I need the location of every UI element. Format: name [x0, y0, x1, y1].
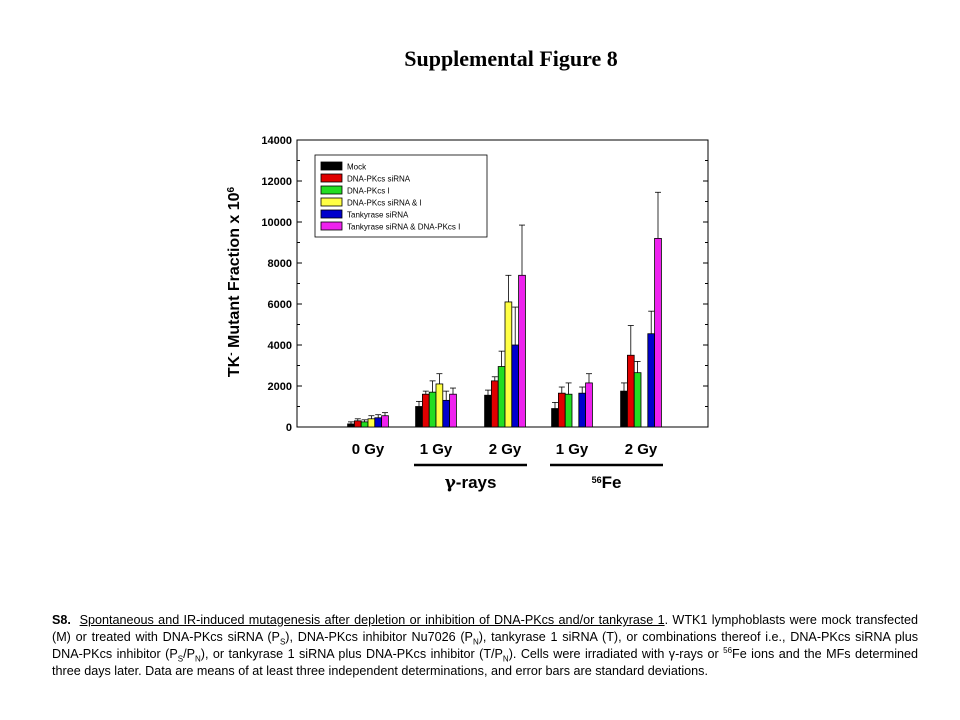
bar: [585, 382, 593, 428]
bar: [347, 423, 355, 428]
bar: [654, 237, 662, 428]
bar: [627, 354, 635, 428]
y-axis-label: TK- Mutant Fraction x 106: [226, 186, 244, 377]
legend-label: Tankyrase siRNA & DNA-PKcs I: [347, 223, 460, 232]
group-label: 56Fe: [592, 473, 622, 492]
bar: [435, 383, 444, 428]
figure-caption: S8. Spontaneous and IR-induced mutagenes…: [52, 612, 918, 680]
bar: [449, 393, 457, 428]
y-tick-label: 12000: [261, 176, 292, 188]
bar: [551, 408, 559, 428]
caption-sup-56: 56: [723, 645, 733, 655]
caption-sub-1: S: [279, 637, 286, 647]
caption-text-3: ), tankyrase 1 siRNA (T), or combination…: [52, 630, 918, 661]
bar: [415, 406, 423, 428]
bar: [374, 417, 382, 428]
legend-swatch: [320, 161, 343, 171]
caption-text-5: ), or tankyrase 1 siRNA plus DNA-PKcs in…: [200, 647, 503, 661]
bar: [633, 372, 642, 428]
caption-sub-5: N: [502, 654, 509, 664]
legend-label: DNA-PKcs siRNA: [347, 175, 411, 184]
caption-underlined: Spontaneous and IR-induced mutagenesis a…: [79, 613, 665, 627]
y-tick-label: 2000: [268, 381, 292, 393]
x-category-label: 1 Gy: [420, 441, 453, 458]
bar: [484, 394, 492, 428]
legend-swatch: [320, 185, 343, 195]
caption-text-6: ). Cells were irradiated with: [508, 647, 669, 661]
caption-text-1: . WTK1 lymphoblasts were mock transfecte…: [52, 613, 918, 644]
caption-sub-2: N: [472, 637, 479, 647]
x-category-label: 2 Gy: [489, 441, 522, 458]
bar: [504, 301, 513, 428]
bar: [353, 420, 362, 428]
bar: [564, 393, 573, 428]
bar: [360, 421, 369, 428]
caption-text-4: /P: [183, 647, 195, 661]
group-label: γ-rays: [445, 473, 497, 493]
y-axis-label-super: -: [226, 352, 237, 355]
caption-sub-4: N: [195, 654, 201, 664]
y-tick-label: 14000: [261, 135, 292, 147]
caption-text-7: -rays or: [675, 647, 724, 661]
y-axis-label-main: TK: [226, 355, 243, 377]
legend-label: Mock: [347, 163, 367, 172]
bar: [421, 393, 430, 428]
legend-swatch: [320, 221, 343, 231]
y-tick-label: 4000: [268, 340, 292, 352]
legend-swatch: [320, 173, 343, 183]
y-tick-label: 8000: [268, 258, 292, 270]
figure-title: Supplemental Figure 8: [404, 46, 618, 71]
bar: [442, 399, 450, 428]
bar: [511, 344, 519, 428]
legend-swatch: [320, 209, 343, 219]
bar: [518, 274, 526, 428]
y-tick-label: 0: [286, 422, 292, 434]
legend-swatch: [320, 197, 343, 207]
bar: [620, 390, 628, 428]
x-category-label: 2 Gy: [625, 441, 658, 458]
caption-text-8: Fe ions and the MFs determined three day…: [52, 647, 919, 678]
y-axis-label-rest: Mutant Fraction x 10: [226, 192, 243, 352]
caption-sub-3: S: [177, 654, 184, 664]
bar: [367, 418, 376, 428]
bar-chart: 0 2000 4000 6000 8000 10000 12000 14000 0 Gy 1 Gy…: [226, 135, 709, 493]
bar: [428, 391, 437, 428]
bar: [381, 415, 389, 428]
bar: [578, 392, 586, 428]
legend-label: DNA-PKcs siRNA & I: [347, 199, 422, 208]
bar: [497, 366, 506, 428]
y-axis-label-exp: 6: [226, 186, 237, 192]
caption-lead: S8.: [52, 613, 71, 627]
caption-greek: γ: [668, 647, 676, 661]
caption-text-2: ), DNA-PKcs inhibitor Nu7026 (P: [285, 630, 473, 644]
legend-label: Tankyrase siRNA: [347, 211, 409, 220]
x-category-label: 0 Gy: [352, 441, 385, 458]
bar: [558, 392, 566, 428]
bar: [490, 380, 499, 428]
bar: [647, 333, 655, 428]
legend-box: [314, 154, 488, 238]
legend-label: DNA-PKcs I: [347, 187, 390, 196]
y-tick-label: 6000: [268, 299, 292, 311]
x-category-label: 1 Gy: [556, 441, 589, 458]
y-tick-label: 10000: [261, 217, 292, 229]
